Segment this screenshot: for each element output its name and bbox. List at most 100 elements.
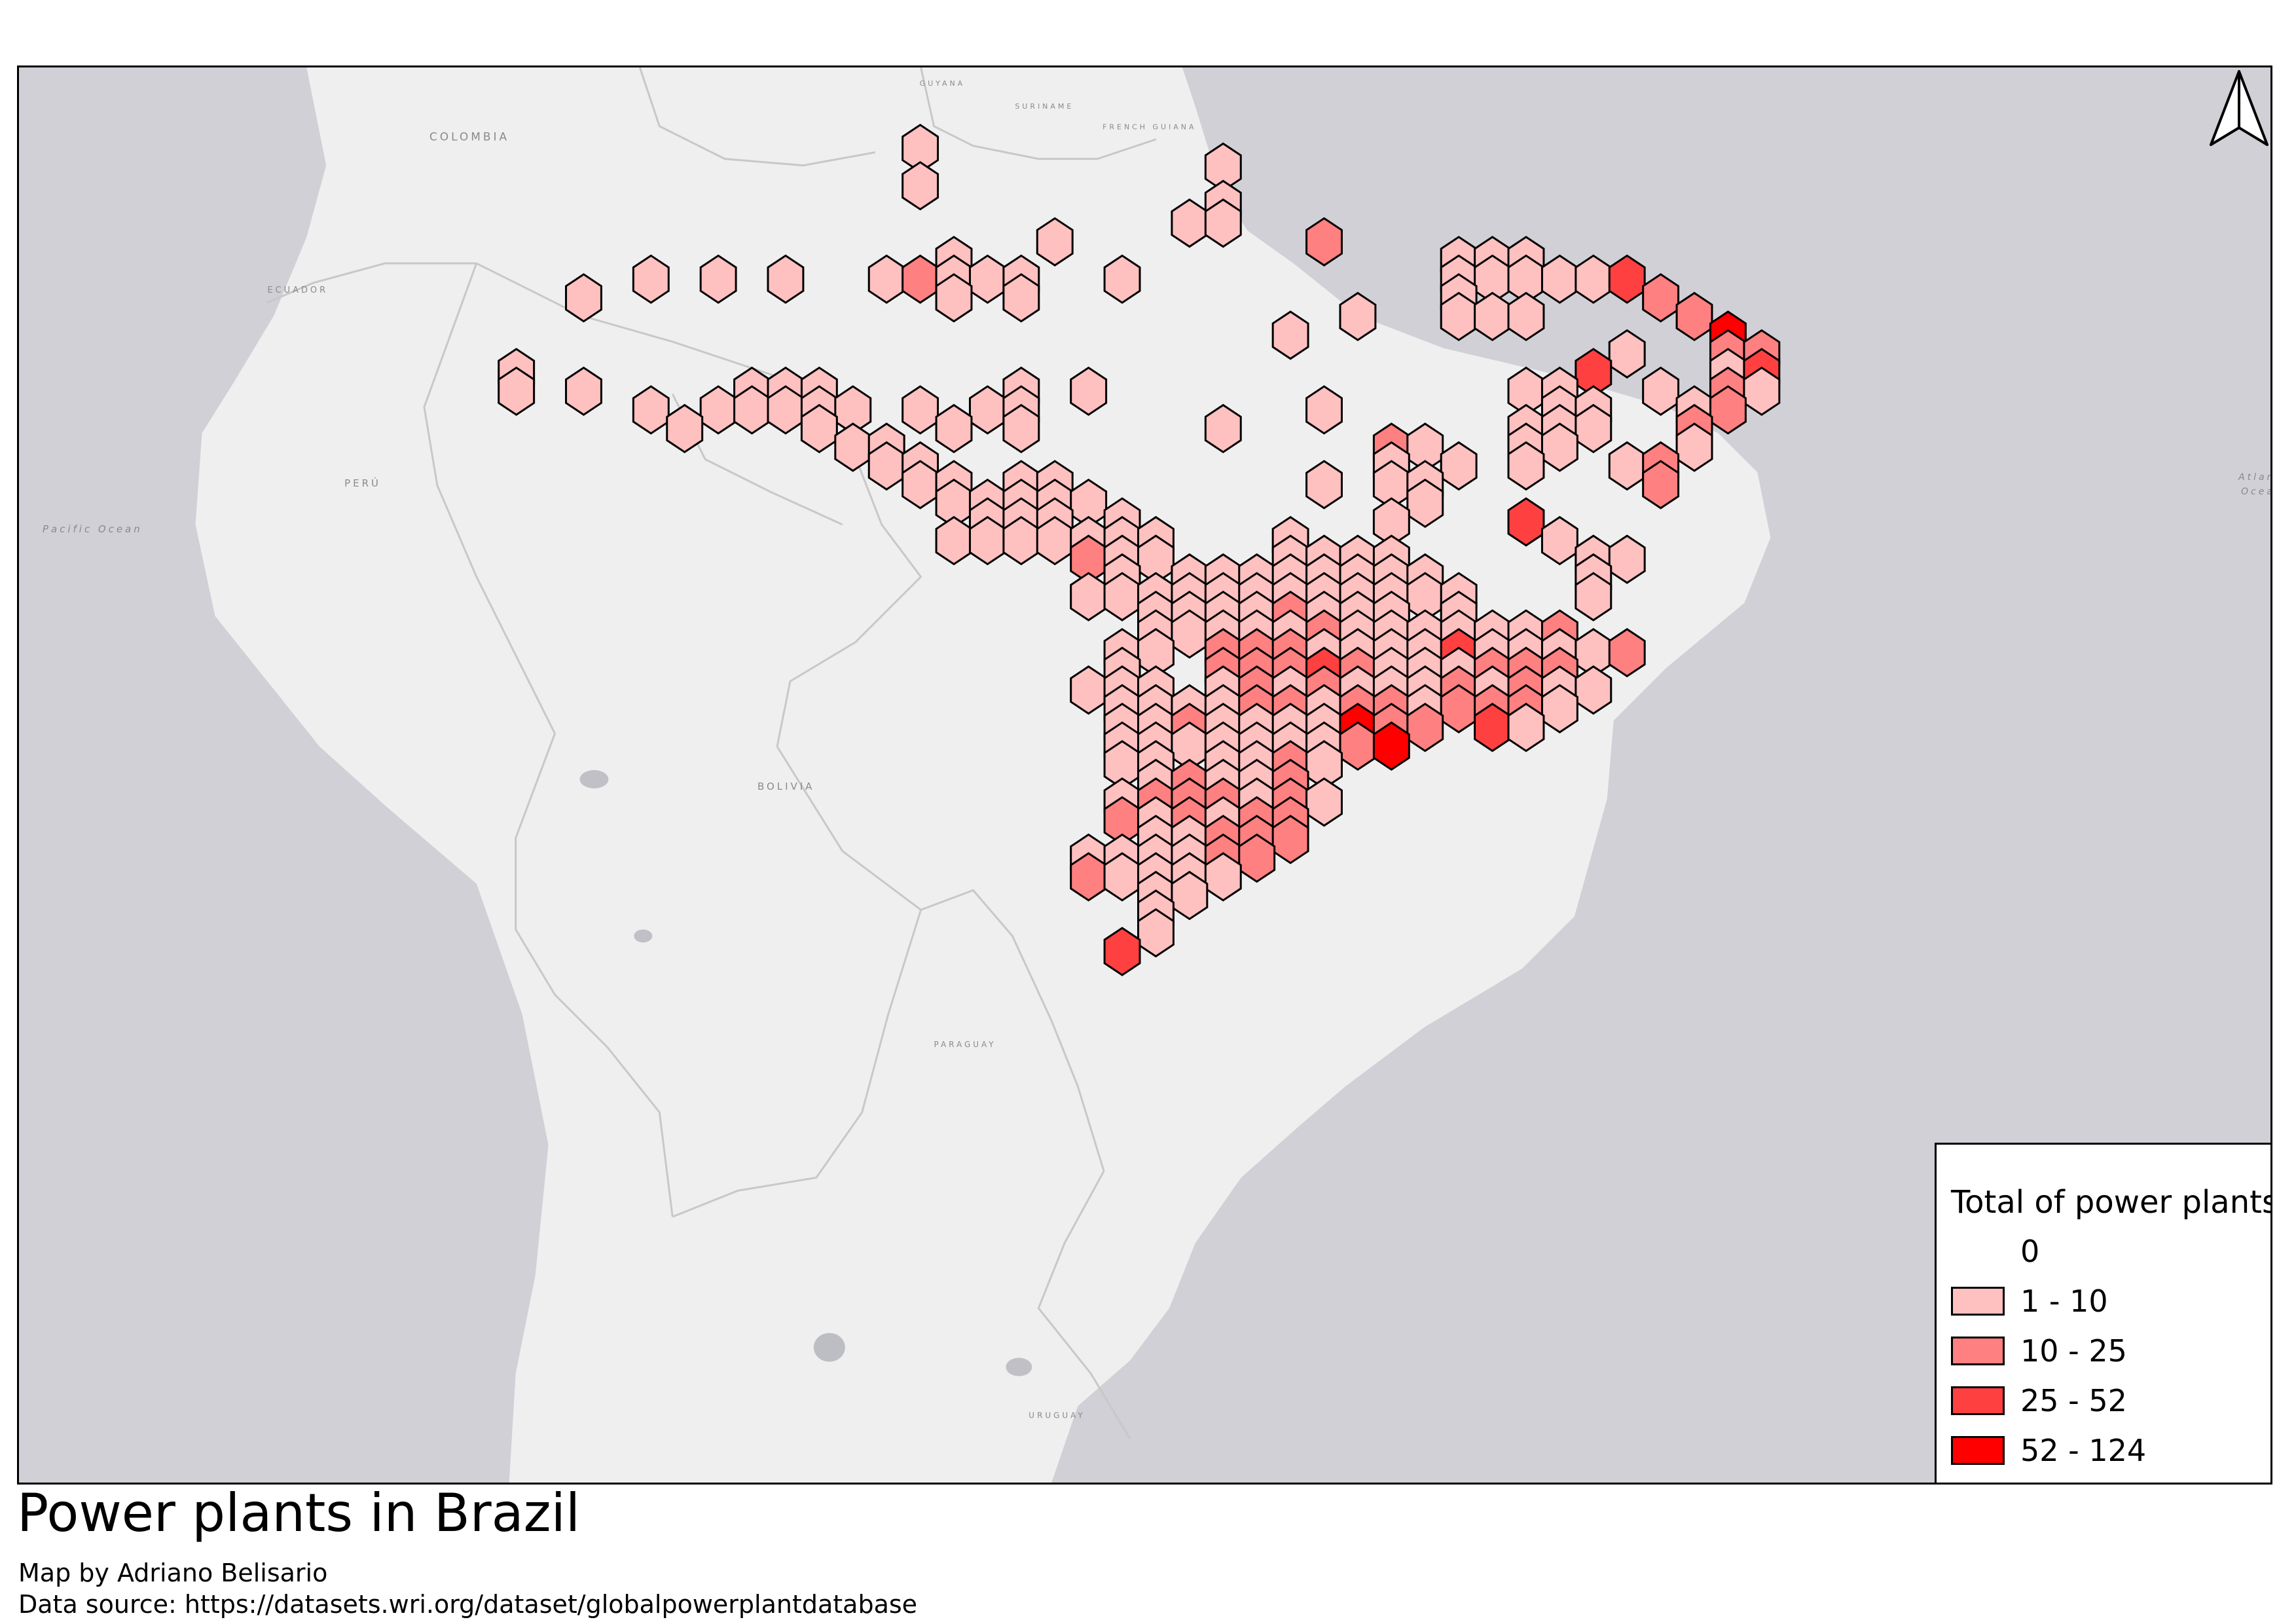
hex-cell — [1474, 703, 1512, 752]
hex-cell — [1608, 534, 1646, 584]
hex-cell — [1540, 684, 1578, 733]
hex-cell — [800, 403, 838, 454]
hex-cell — [1171, 870, 1209, 921]
label-ecuador: ECUADOR — [267, 286, 328, 295]
hex-cell — [1204, 403, 1242, 454]
hex-cell — [565, 366, 602, 416]
hex-cell — [1103, 927, 1141, 976]
label-paraguay: PARAGUAY — [934, 1040, 996, 1049]
hex-cell — [1070, 852, 1108, 902]
hex-cell — [867, 254, 905, 304]
hex-cell — [867, 441, 905, 491]
land-mass — [195, 67, 1771, 1483]
hex-cell — [1204, 142, 1242, 192]
hex-cell — [1103, 852, 1141, 902]
legend-swatch-0 — [1951, 1237, 2005, 1266]
hex-cell — [1440, 684, 1478, 733]
hex-cell — [1507, 703, 1545, 752]
hex-cell — [1642, 366, 1680, 416]
hex-cell — [1642, 460, 1680, 509]
legend-swatch-4 — [1951, 1436, 2005, 1465]
hex-cell — [1305, 385, 1343, 435]
label-bolivia: BOLIVIA — [757, 781, 814, 792]
hex-cell — [935, 273, 973, 323]
hex-cell — [565, 273, 602, 323]
hex-cell — [1137, 908, 1175, 958]
label-suriname: SURINAME — [1015, 102, 1074, 111]
hex-cell — [1507, 291, 1545, 342]
hex-cell — [1036, 217, 1074, 267]
hex-cell — [1540, 422, 1578, 472]
hex-cell — [1608, 628, 1646, 678]
hex-cell — [498, 366, 536, 416]
legend-item-4: 52 - 124 — [1951, 1433, 2146, 1468]
hex-cell — [1305, 217, 1343, 267]
data-source: Data source: https://datasets.wri.org/da… — [18, 1590, 918, 1619]
hex-cell — [968, 385, 1006, 435]
hex-cell — [1204, 198, 1242, 248]
legend-label-2: 10 - 25 — [2020, 1333, 2127, 1369]
hex-cell — [1238, 833, 1276, 883]
hex-cell — [1171, 198, 1209, 248]
hex-cell — [767, 254, 805, 304]
label-atlantic-2: Ocea — [2241, 487, 2270, 497]
hex-cell — [1070, 665, 1108, 715]
map-canvas[interactable]: COLOMBIA ECUADOR PERÚ Pacific Ocean BOLI… — [19, 67, 2270, 1483]
hex-cell — [1204, 852, 1242, 902]
hex-cell — [902, 460, 939, 509]
hex-cell — [902, 254, 939, 304]
hex-cell — [1507, 441, 1545, 491]
hex-cell — [1575, 254, 1613, 304]
hex-cell — [699, 254, 737, 304]
legend: Total of power plants 0 1 - 10 10 - 25 2… — [1935, 1143, 2272, 1483]
legend-swatch-3 — [1951, 1386, 2005, 1415]
hex-cell — [1608, 329, 1646, 379]
hex-cell — [1642, 273, 1680, 323]
hex-cell — [1440, 291, 1478, 342]
legend-title: Total of power plants — [1951, 1184, 2272, 1221]
hex-cell — [1070, 572, 1108, 621]
hex-cell — [1575, 403, 1613, 454]
hex-cell — [1339, 721, 1377, 771]
lake-poopo — [634, 929, 653, 943]
hex-cell — [1608, 254, 1646, 304]
hex-cell — [1271, 310, 1309, 360]
hex-cell — [1406, 478, 1444, 528]
hex-cell — [1406, 703, 1444, 752]
hex-cell — [1002, 273, 1040, 323]
author-credit: Map by Adriano Belisario — [18, 1559, 328, 1587]
legend-item-0: 0 — [1951, 1234, 2039, 1269]
legend-label-4: 52 - 124 — [2020, 1433, 2147, 1468]
hex-cell — [1540, 515, 1578, 566]
hex-cell — [968, 254, 1006, 304]
country-borders — [266, 67, 1157, 1439]
label-guyana: GUYANA — [920, 79, 966, 88]
lake-titicaca — [579, 770, 609, 788]
hex-cell — [1002, 403, 1040, 454]
legend-item-1: 1 - 10 — [1951, 1283, 2108, 1319]
hex-cell — [699, 385, 737, 435]
lagoa-mirim — [1006, 1357, 1032, 1376]
label-french-guiana: FRENCH GUIANA — [1102, 123, 1196, 132]
hex-cell — [632, 385, 670, 435]
label-peru: PERÚ — [344, 477, 381, 489]
legend-label-0: 0 — [2020, 1234, 2040, 1269]
hex-cell — [1070, 366, 1108, 416]
north-arrow-icon — [2210, 70, 2269, 146]
label-atlantic: Atlan — [2238, 472, 2270, 483]
hex-cell — [1103, 254, 1141, 304]
label-colombia: COLOMBIA — [429, 130, 509, 143]
map-frame[interactable]: COLOMBIA ECUADOR PERÚ Pacific Ocean BOLI… — [17, 65, 2272, 1485]
legend-swatch-1 — [1951, 1287, 2005, 1316]
hex-cell — [1507, 497, 1545, 547]
hex-cell — [1675, 422, 1713, 472]
hex-cell — [935, 515, 973, 566]
hex-cell — [1709, 385, 1747, 435]
hex-cell — [1036, 515, 1074, 566]
hex-cell — [1608, 441, 1646, 491]
hex-cell — [1372, 721, 1410, 771]
label-uruguay: URUGUAY — [1029, 1411, 1085, 1420]
hex-cell — [902, 123, 939, 174]
hex-cell — [1675, 291, 1713, 342]
hex-cell — [1103, 572, 1141, 621]
